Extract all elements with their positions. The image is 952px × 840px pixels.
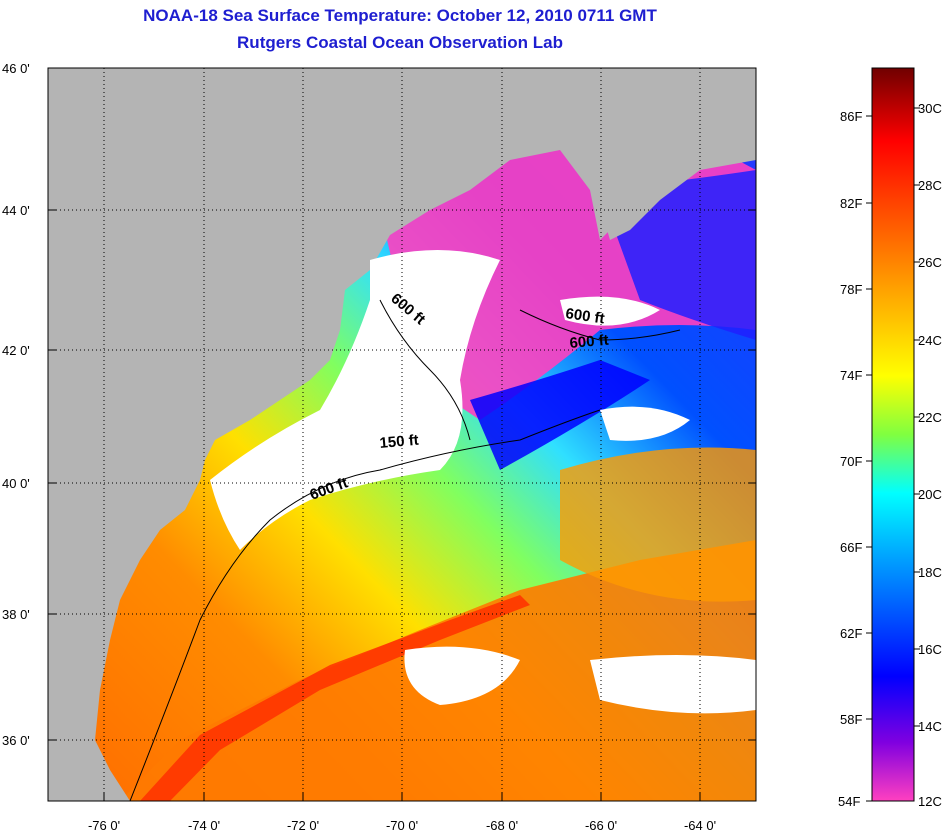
temperature-colorbar — [871, 67, 915, 802]
contour-label-600ft-2: 600 ft — [564, 305, 605, 327]
warm-core-ring — [560, 447, 756, 602]
lon-label-70: -70 0' — [386, 818, 418, 833]
lat-label-46: 46 0' — [2, 61, 30, 76]
colorbar-label-18c: 18C — [918, 565, 942, 580]
colorbar-label-16c: 16C — [918, 642, 942, 657]
lon-label-74: -74 0' — [188, 818, 220, 833]
colorbar-label-62f: 62F — [840, 626, 862, 641]
cloud-patch-northeast — [560, 296, 660, 326]
colorbar-label-26c: 26C — [918, 255, 942, 270]
contour-600ft-shelf-break — [129, 409, 601, 801]
lon-label-64: -64 0' — [684, 818, 716, 833]
cloud-patch-south — [404, 646, 520, 705]
gulf-stream-core — [140, 595, 530, 801]
colorbar-label-86f: 86F — [840, 109, 862, 124]
map-subtitle: Rutgers Coastal Ocean Observation Lab — [237, 33, 563, 52]
colorbar-label-22c: 22C — [918, 410, 942, 425]
colorbar-label-58f: 58F — [840, 712, 862, 727]
axis-ticks — [48, 209, 756, 801]
cloud-patch-southeast — [590, 655, 756, 714]
colorbar-label-82f: 82F — [840, 196, 862, 211]
colorbar-label-54f: 54F — [838, 794, 860, 809]
lon-label-72: -72 0' — [287, 818, 319, 833]
lat-label-36: 36 0' — [2, 733, 30, 748]
contour-150ft — [379, 299, 471, 441]
lat-label-38: 38 0' — [2, 607, 30, 622]
colorbar-label-12c: 12C — [918, 794, 942, 809]
lat-label-40: 40 0' — [2, 476, 30, 491]
contour-label-150ft: 150 ft — [379, 432, 420, 452]
colorbar-label-14c: 14C — [918, 719, 942, 734]
colorbar-label-78f: 78F — [840, 282, 862, 297]
cloud-patch-east — [600, 406, 690, 441]
georges-bank-cold-water — [470, 360, 650, 470]
colorbar-label-74f: 74F — [840, 368, 862, 383]
colorbar-label-28c: 28C — [918, 178, 942, 193]
colorbar-ticks — [866, 107, 920, 802]
contour-600ft-gulf-of-maine — [519, 309, 681, 341]
lon-label-68: -68 0' — [486, 818, 518, 833]
lon-label-76: -76 0' — [88, 818, 120, 833]
colorbar-label-66f: 66F — [840, 540, 862, 555]
lat-label-42: 42 0' — [2, 343, 30, 358]
land-north-america — [48, 68, 756, 801]
colorbar-label-20c: 20C — [918, 487, 942, 502]
cloud-cover-shelf — [210, 250, 500, 550]
colorbar-label-70f: 70F — [840, 454, 862, 469]
colorbar-label-24c: 24C — [918, 333, 942, 348]
lon-label-66: -66 0' — [585, 818, 617, 833]
land-nova-scotia — [590, 110, 756, 240]
colorbar-label-30c: 30C — [918, 101, 942, 116]
map-area: 600 ft 600 ft 600 ft 150 ft 600 ft — [48, 68, 756, 801]
lat-label-44: 44 0' — [2, 203, 30, 218]
map-title: NOAA-18 Sea Surface Temperature: October… — [143, 6, 657, 25]
contour-label-600ft-3: 600 ft — [569, 332, 610, 352]
